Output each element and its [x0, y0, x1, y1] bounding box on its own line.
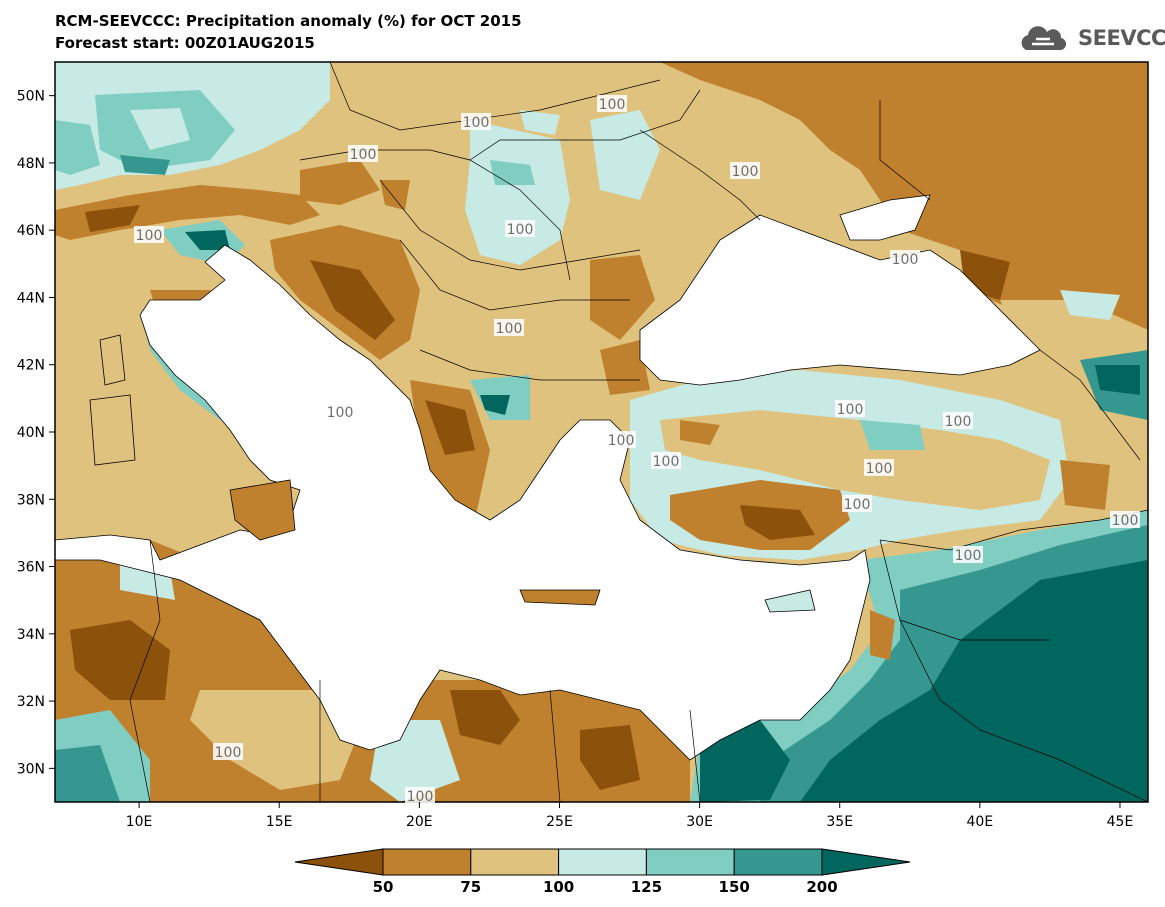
- colorbar-tick-label: 50: [373, 878, 394, 896]
- lat-tick-label: 34N: [17, 627, 45, 643]
- colorbar-tick-label: 125: [631, 878, 662, 896]
- lat-tick-label: 42N: [17, 358, 45, 374]
- contour-label-100: 100: [866, 461, 893, 477]
- contour-label-100: 100: [463, 115, 490, 131]
- lat-tick-label: 40N: [17, 425, 45, 441]
- lon-tick-label: 45E: [1107, 814, 1134, 830]
- contour-label-bg: [943, 412, 973, 429]
- contour-label-100: 100: [407, 789, 434, 805]
- contour-label-bg: [494, 319, 524, 336]
- lon-tick-label: 25E: [546, 814, 573, 830]
- colorbar-swatch: [733, 848, 823, 876]
- contour-label-bg: [835, 400, 865, 417]
- lat-tick-label: 36N: [17, 560, 45, 576]
- contour-labels: 100 100 100 100 100 100 100 100 100 100 100 100 100 1…: [134, 95, 1140, 805]
- contour-label-100: 100: [136, 228, 163, 244]
- contour-label-bg: [651, 452, 681, 469]
- lat-tick-label: 38N: [17, 492, 45, 508]
- seevccc-logo-text: SEEVCCC: [1078, 26, 1165, 50]
- latitude-axis: 50N 48N 46N 44N 42N 40N 38N 36N 34N 32N 30N: [17, 89, 55, 777]
- contour-label-100: 100: [215, 745, 242, 761]
- contour-label-100: 100: [608, 433, 635, 449]
- colorbar-legend: 50 75 100 125 150 200: [294, 848, 911, 896]
- map-title: RCM-SEEVCCC: Precipitation anomaly (%) f…: [55, 12, 522, 30]
- contour-label-bg: [953, 546, 983, 563]
- contour-label-bg: [730, 162, 760, 179]
- lon-tick-label: 15E: [266, 814, 293, 830]
- colorbar-above-200-swatch: [821, 848, 911, 876]
- contour-label-100: 100: [892, 252, 919, 268]
- lon-tick-label: 35E: [826, 814, 853, 830]
- contour-label-100: 100: [844, 497, 871, 513]
- contour-label-100: 100: [496, 321, 523, 337]
- seevccc-cloud-logo-icon: [1021, 26, 1067, 51]
- contour-label-100: 100: [837, 402, 864, 418]
- contour-label-100: 100: [327, 405, 354, 421]
- contour-label-bg: [461, 113, 491, 130]
- contour-label-bg: [325, 403, 355, 420]
- colorbar-swatch: [645, 848, 735, 876]
- contour-label-bg: [890, 250, 920, 267]
- colorbar-tick-label: 150: [719, 878, 750, 896]
- contour-label-bg: [505, 220, 535, 237]
- lon-tick-label: 30E: [686, 814, 713, 830]
- lat-tick-label: 48N: [17, 156, 45, 172]
- contour-label-bg: [842, 495, 872, 512]
- islands: [89, 334, 816, 613]
- contour-label-bg: [606, 431, 636, 448]
- forecast-start-subtitle: Forecast start: 00Z01AUG2015: [55, 34, 315, 52]
- contour-label-bg: [134, 226, 164, 243]
- contour-label-100: 100: [955, 548, 982, 564]
- lon-tick-label: 20E: [406, 814, 433, 830]
- colorbar-swatch: [470, 848, 560, 876]
- contour-label-100: 100: [1112, 513, 1139, 529]
- longitude-axis: 10E 15E 20E 25E 30E 35E 40E 45E: [126, 802, 1134, 830]
- lon-tick-label: 10E: [126, 814, 153, 830]
- contour-label-100: 100: [350, 147, 377, 163]
- colorbar-below-50-swatch: [294, 848, 384, 876]
- contour-label-100: 100: [599, 97, 626, 113]
- lat-tick-label: 32N: [17, 694, 45, 710]
- contour-label-100: 100: [732, 164, 759, 180]
- contour-label-bg: [348, 145, 378, 162]
- colorbar-swatch: [382, 848, 472, 876]
- colorbar-tick-label: 75: [460, 878, 481, 896]
- contour-label-bg: [405, 787, 435, 804]
- lat-tick-label: 46N: [17, 223, 45, 239]
- sea-mask: [54, 194, 1041, 761]
- contour-label-bg: [1110, 511, 1140, 528]
- lat-tick-label: 44N: [17, 290, 45, 306]
- colorbar-swatch: [558, 848, 647, 876]
- contour-label-bg: [864, 459, 894, 476]
- lat-tick-label: 30N: [17, 761, 45, 777]
- colorbar-tick-label: 100: [543, 878, 574, 896]
- contour-label-bg: [213, 743, 243, 760]
- lat-tick-label: 50N: [17, 89, 45, 105]
- colorbar-tick-label: 200: [806, 878, 837, 896]
- lon-tick-label: 40E: [967, 814, 994, 830]
- contour-label-100: 100: [945, 414, 972, 430]
- country-borders: [129, 61, 1149, 803]
- contour-label-bg: [597, 95, 627, 112]
- contour-label-100: 100: [653, 454, 680, 470]
- contour-label-100: 100: [507, 222, 534, 238]
